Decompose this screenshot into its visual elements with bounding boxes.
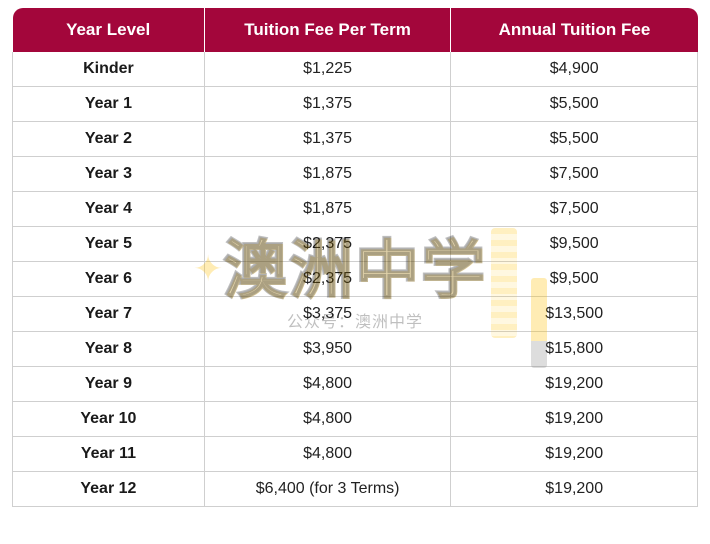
cell-year-level: Kinder [13, 52, 205, 87]
cell-annual: $19,200 [451, 402, 698, 437]
cell-annual: $19,200 [451, 472, 698, 507]
cell-year-level: Year 6 [13, 262, 205, 297]
table-row: Year 10 $4,800 $19,200 [13, 402, 698, 437]
cell-year-level: Year 4 [13, 192, 205, 227]
cell-annual: $7,500 [451, 157, 698, 192]
cell-per-term: $3,375 [204, 297, 451, 332]
cell-year-level: Year 7 [13, 297, 205, 332]
cell-year-level: Year 12 [13, 472, 205, 507]
cell-year-level: Year 3 [13, 157, 205, 192]
cell-year-level: Year 9 [13, 367, 205, 402]
cell-annual: $9,500 [451, 262, 698, 297]
table-row: Year 4 $1,875 $7,500 [13, 192, 698, 227]
table-row: Year 1 $1,375 $5,500 [13, 87, 698, 122]
table-row: Year 8 $3,950 $15,800 [13, 332, 698, 367]
cell-per-term: $2,375 [204, 262, 451, 297]
cell-per-term: $1,875 [204, 192, 451, 227]
cell-per-term: $3,950 [204, 332, 451, 367]
cell-annual: $7,500 [451, 192, 698, 227]
col-header-per-term: Tuition Fee Per Term [204, 8, 451, 52]
cell-year-level: Year 8 [13, 332, 205, 367]
table-row: Year 2 $1,375 $5,500 [13, 122, 698, 157]
table-row: Year 7 $3,375 $13,500 [13, 297, 698, 332]
tuition-table: Year Level Tuition Fee Per Term Annual T… [12, 8, 698, 507]
cell-year-level: Year 2 [13, 122, 205, 157]
cell-annual: $19,200 [451, 367, 698, 402]
col-header-annual: Annual Tuition Fee [451, 8, 698, 52]
cell-per-term: $1,375 [204, 87, 451, 122]
cell-per-term: $6,400 (for 3 Terms) [204, 472, 451, 507]
cell-per-term: $4,800 [204, 367, 451, 402]
cell-annual: $5,500 [451, 122, 698, 157]
table-row: Year 12 $6,400 (for 3 Terms) $19,200 [13, 472, 698, 507]
cell-annual: $19,200 [451, 437, 698, 472]
table-header-row: Year Level Tuition Fee Per Term Annual T… [13, 8, 698, 52]
col-header-year-level: Year Level [13, 8, 205, 52]
table-row: Kinder $1,225 $4,900 [13, 52, 698, 87]
cell-per-term: $4,800 [204, 402, 451, 437]
cell-year-level: Year 5 [13, 227, 205, 262]
cell-per-term: $1,375 [204, 122, 451, 157]
tuition-table-container: ✦ 澳洲中学 公众号：澳洲中学 Year Level Tuition Fee P… [12, 8, 698, 507]
cell-per-term: $1,875 [204, 157, 451, 192]
table-row: Year 5 $2,375 $9,500 [13, 227, 698, 262]
cell-year-level: Year 1 [13, 87, 205, 122]
table-row: Year 9 $4,800 $19,200 [13, 367, 698, 402]
cell-year-level: Year 11 [13, 437, 205, 472]
cell-year-level: Year 10 [13, 402, 205, 437]
cell-annual: $13,500 [451, 297, 698, 332]
table-row: Year 3 $1,875 $7,500 [13, 157, 698, 192]
cell-per-term: $1,225 [204, 52, 451, 87]
table-row: Year 6 $2,375 $9,500 [13, 262, 698, 297]
cell-annual: $5,500 [451, 87, 698, 122]
cell-annual: $15,800 [451, 332, 698, 367]
cell-annual: $9,500 [451, 227, 698, 262]
cell-per-term: $4,800 [204, 437, 451, 472]
cell-annual: $4,900 [451, 52, 698, 87]
table-row: Year 11 $4,800 $19,200 [13, 437, 698, 472]
cell-per-term: $2,375 [204, 227, 451, 262]
